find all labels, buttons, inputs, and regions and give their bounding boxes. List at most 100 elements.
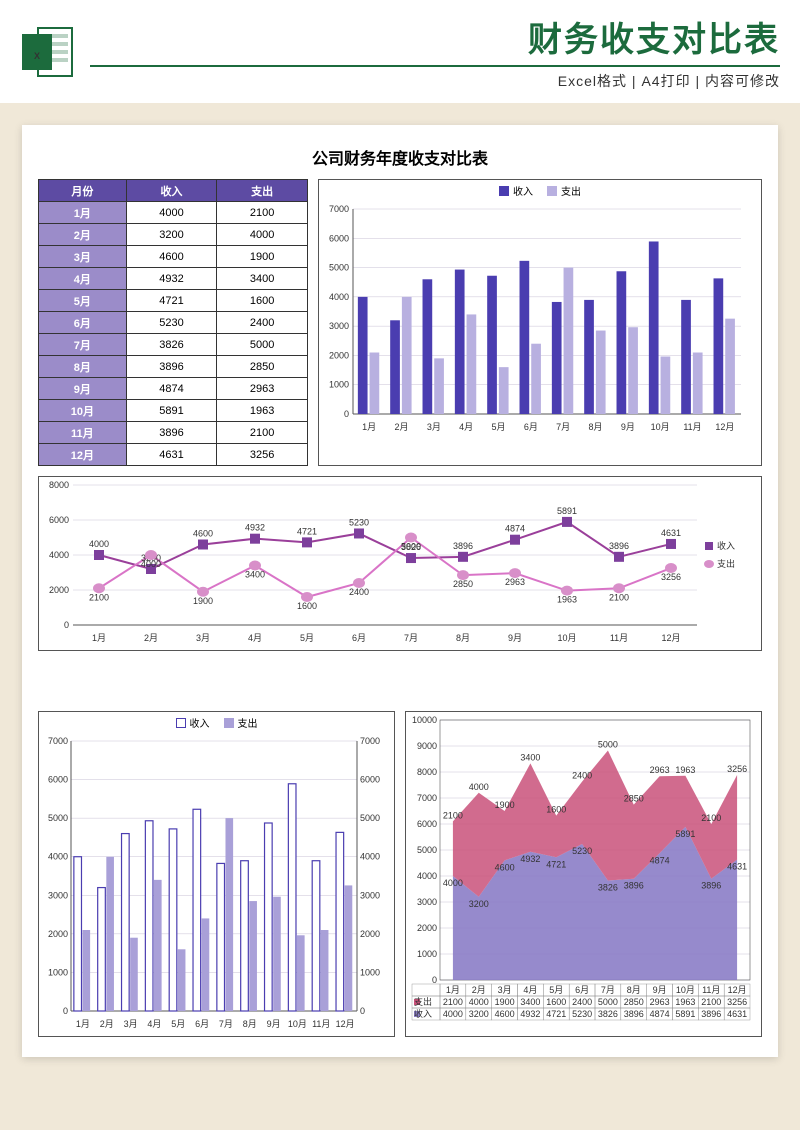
svg-text:4631: 4631 <box>727 1009 747 1019</box>
banner-subtitle: Excel格式 | A4打印 | 内容可修改 <box>90 71 780 91</box>
svg-text:2月: 2月 <box>100 1019 114 1029</box>
svg-text:4000: 4000 <box>48 852 68 862</box>
svg-text:4600: 4600 <box>495 1009 515 1019</box>
a4-page: 公司财务年度收支对比表 月份收入支出 1月400021002月320040003… <box>22 125 778 1057</box>
svg-text:3896: 3896 <box>701 1009 721 1019</box>
svg-text:8月: 8月 <box>627 985 641 995</box>
svg-text:4000: 4000 <box>469 997 489 1007</box>
svg-text:4000: 4000 <box>469 782 489 792</box>
svg-text:0: 0 <box>64 620 69 630</box>
svg-text:3月: 3月 <box>427 422 441 432</box>
svg-text:2850: 2850 <box>624 997 644 1007</box>
svg-text:5000: 5000 <box>401 542 421 552</box>
svg-text:3000: 3000 <box>360 890 380 900</box>
svg-text:5891: 5891 <box>675 1009 695 1019</box>
data-table: 月份收入支出 1月400021002月320040003月460019004月4… <box>38 179 308 466</box>
chart2-svg: 02000400060008000400021001月320040002月460… <box>39 477 757 647</box>
svg-text:9月: 9月 <box>621 422 635 432</box>
svg-text:10月: 10月 <box>651 422 670 432</box>
svg-text:4600: 4600 <box>193 529 213 539</box>
svg-text:0: 0 <box>360 1006 365 1016</box>
svg-text:2100: 2100 <box>609 592 629 602</box>
svg-text:6000: 6000 <box>417 819 437 829</box>
svg-text:0: 0 <box>344 409 349 419</box>
svg-text:5月: 5月 <box>549 985 563 995</box>
svg-text:2000: 2000 <box>417 923 437 933</box>
svg-text:4月: 4月 <box>523 985 537 995</box>
svg-text:2月: 2月 <box>472 985 486 995</box>
svg-text:2100: 2100 <box>89 592 109 602</box>
svg-text:2月: 2月 <box>394 422 408 432</box>
svg-text:3000: 3000 <box>417 897 437 907</box>
svg-text:1000: 1000 <box>360 967 380 977</box>
svg-text:2100: 2100 <box>701 997 721 1007</box>
svg-text:1000: 1000 <box>417 949 437 959</box>
svg-text:3896: 3896 <box>624 881 644 891</box>
svg-text:1900: 1900 <box>495 997 515 1007</box>
svg-text:4000: 4000 <box>49 550 69 560</box>
svg-text:1月: 1月 <box>92 633 106 643</box>
svg-text:2100: 2100 <box>443 810 463 820</box>
svg-text:7000: 7000 <box>48 736 68 746</box>
svg-text:2000: 2000 <box>360 929 380 939</box>
svg-text:10月: 10月 <box>676 985 695 995</box>
svg-text:3826: 3826 <box>598 1009 618 1019</box>
svg-text:6000: 6000 <box>360 775 380 785</box>
svg-text:4月: 4月 <box>147 1019 161 1029</box>
table-header: 月份 <box>39 180 127 202</box>
svg-text:1600: 1600 <box>546 805 566 815</box>
table-row: 11月38962100 <box>39 422 308 444</box>
svg-text:2963: 2963 <box>650 765 670 775</box>
svg-text:7000: 7000 <box>360 736 380 746</box>
svg-text:4000: 4000 <box>141 559 161 569</box>
svg-text:2400: 2400 <box>572 997 592 1007</box>
svg-text:收入: 收入 <box>414 1008 432 1019</box>
svg-text:X: X <box>34 51 40 61</box>
svg-text:2000: 2000 <box>49 585 69 595</box>
svg-text:0: 0 <box>63 1006 68 1016</box>
svg-text:1月: 1月 <box>362 422 376 432</box>
svg-text:5月: 5月 <box>171 1019 185 1029</box>
svg-text:2000: 2000 <box>48 929 68 939</box>
svg-text:4000: 4000 <box>443 878 463 888</box>
svg-text:4631: 4631 <box>661 528 681 538</box>
svg-text:6000: 6000 <box>329 233 349 243</box>
svg-text:4874: 4874 <box>505 524 525 534</box>
page-title: 公司财务年度收支对比表 <box>38 145 762 169</box>
svg-text:4721: 4721 <box>546 859 566 869</box>
svg-text:10000: 10000 <box>412 715 437 725</box>
svg-text:4月: 4月 <box>459 422 473 432</box>
svg-text:4874: 4874 <box>650 855 670 865</box>
svg-text:5000: 5000 <box>417 845 437 855</box>
svg-text:3月: 3月 <box>196 633 210 643</box>
svg-text:9月: 9月 <box>267 1019 281 1029</box>
table-row: 9月48742963 <box>39 378 308 400</box>
table-row: 7月38265000 <box>39 334 308 356</box>
svg-text:1963: 1963 <box>675 997 695 1007</box>
svg-text:8000: 8000 <box>49 480 69 490</box>
chart3-legend: 收入 支出 <box>39 712 394 733</box>
svg-text:2100: 2100 <box>443 997 463 1007</box>
svg-text:3200: 3200 <box>469 1009 489 1019</box>
svg-text:1900: 1900 <box>193 596 213 606</box>
svg-text:4932: 4932 <box>520 854 540 864</box>
svg-text:3826: 3826 <box>598 883 618 893</box>
svg-text:5230: 5230 <box>572 846 592 856</box>
svg-text:9000: 9000 <box>417 741 437 751</box>
svg-text:3896: 3896 <box>701 881 721 891</box>
svg-text:2850: 2850 <box>624 794 644 804</box>
chart1-svg: 010002000300040005000600070001月2月3月4月5月6… <box>319 201 749 436</box>
svg-text:6000: 6000 <box>49 515 69 525</box>
svg-text:12月: 12月 <box>728 985 747 995</box>
svg-text:5891: 5891 <box>557 506 577 516</box>
line-chart: 02000400060008000400021001月320040002月460… <box>38 476 762 651</box>
svg-text:1963: 1963 <box>675 765 695 775</box>
svg-text:5891: 5891 <box>675 829 695 839</box>
svg-text:3896: 3896 <box>624 1009 644 1019</box>
table-row: 10月58911963 <box>39 400 308 422</box>
svg-text:8月: 8月 <box>243 1019 257 1029</box>
svg-text:3896: 3896 <box>609 541 629 551</box>
svg-text:3200: 3200 <box>469 899 489 909</box>
svg-text:4721: 4721 <box>297 526 317 536</box>
svg-text:2月: 2月 <box>144 633 158 643</box>
